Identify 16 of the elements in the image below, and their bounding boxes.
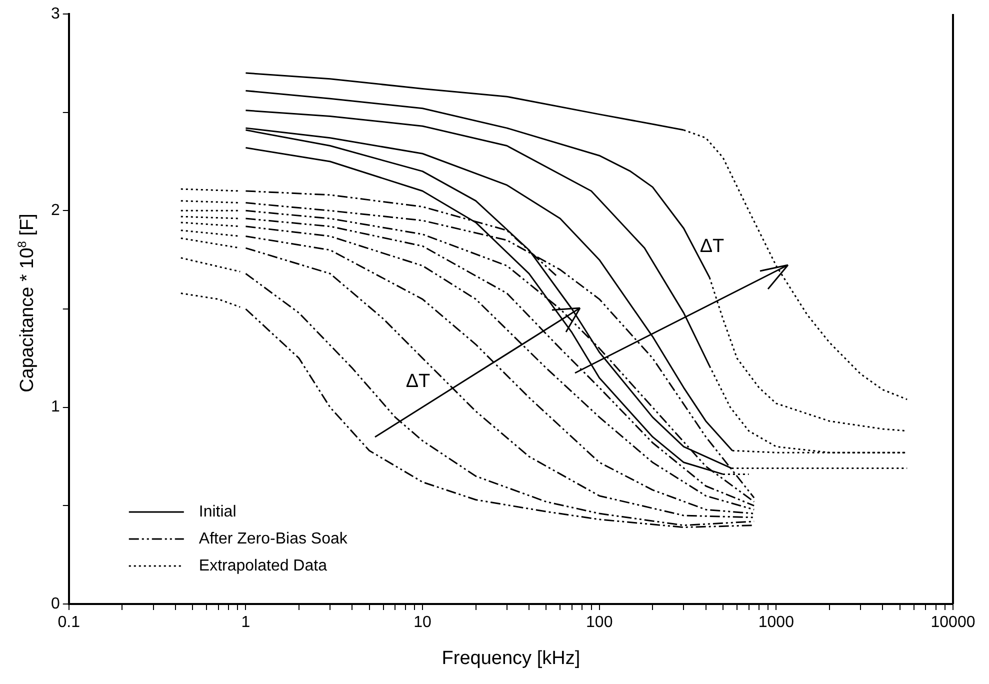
annotation: ΔT	[700, 236, 725, 258]
x-tick-label: 10000	[930, 614, 976, 632]
x-tick-label: 1	[241, 614, 250, 632]
y-tick-label: 2	[50, 202, 60, 220]
y-tick-label: 1	[50, 398, 60, 416]
x-axis-title: Frequency [kHz]	[442, 648, 580, 669]
y-tick-label: 3	[50, 5, 60, 22]
x-tick-label: 0.1	[58, 614, 80, 632]
x-tick-label: 1000	[758, 614, 794, 632]
legend-label: After Zero-Bias Soak	[198, 530, 348, 548]
legend-label: Initial	[198, 503, 236, 520]
x-tick-label: 100	[586, 614, 613, 632]
legend-label: Extrapolated Data	[198, 557, 328, 574]
annotation: ΔT	[406, 371, 431, 392]
x-tick-label: 10	[414, 614, 432, 632]
y-tick-label: 0	[50, 595, 60, 612]
